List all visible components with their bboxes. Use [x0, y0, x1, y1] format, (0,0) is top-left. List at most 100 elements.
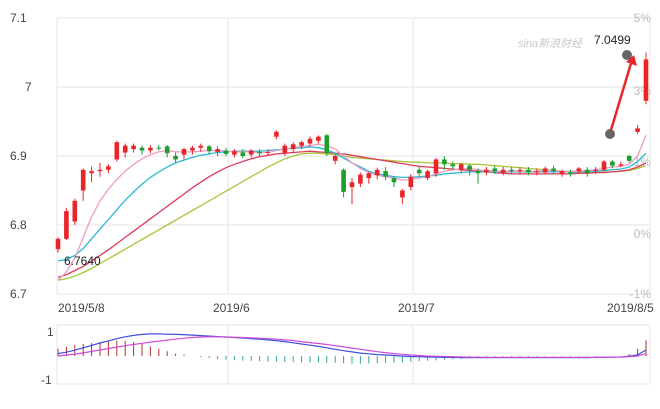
candle-body: [568, 172, 573, 174]
annotation-arrowhead: [626, 55, 637, 66]
candle-body: [122, 145, 128, 153]
candle-body: [400, 190, 405, 198]
x-tick-label: 2019/7: [398, 301, 435, 315]
candle-body: [173, 156, 178, 160]
candle-body: [324, 135, 330, 154]
y-tick-label: 6.7: [10, 287, 27, 301]
candle-body: [341, 169, 346, 192]
high-marker-dot: [622, 50, 632, 60]
candle-body: [89, 171, 94, 174]
candle-body: [526, 169, 531, 173]
moving-average-layer: [57, 135, 647, 281]
x-tick-label: 2019/6: [213, 301, 250, 315]
cursor-marker-dot: [605, 129, 615, 139]
candle-body: [248, 150, 254, 155]
candle-body: [475, 171, 481, 174]
candle-body: [534, 171, 540, 173]
candle-body: [618, 164, 624, 166]
candle-body: [55, 238, 61, 250]
candle-body: [97, 169, 103, 172]
candle-body: [484, 169, 489, 173]
candle-body: [232, 151, 237, 155]
y-tick-label: 7: [25, 80, 32, 94]
candle-body: [299, 142, 304, 146]
candle-body: [366, 173, 372, 179]
dif-line: [57, 333, 647, 359]
candle-body: [131, 145, 136, 150]
candle-body: [584, 169, 590, 174]
y-tick-label: 6.9: [10, 149, 27, 163]
sub-grid: [56, 324, 651, 385]
candle-body: [156, 147, 162, 149]
candle-body: [433, 159, 439, 174]
candle-body: [290, 144, 296, 150]
pct-tick-label: 3%: [634, 84, 652, 98]
candle-body: [610, 161, 615, 166]
candle-body: [442, 159, 447, 165]
candle-body: [206, 146, 212, 152]
sub-tick-label: 1: [47, 325, 54, 339]
candle-body: [349, 182, 355, 188]
ma5-line: [57, 135, 647, 281]
candlestick-layer: [55, 52, 649, 253]
candle-body: [80, 169, 86, 191]
pct-tick-label: 1%: [634, 155, 652, 169]
ma20-line: [57, 150, 647, 279]
pct-tick-label: 5%: [634, 11, 652, 25]
annotation-arrow: [609, 59, 634, 131]
candle-body: [240, 152, 246, 156]
candle-body: [593, 169, 598, 172]
candle-body: [64, 211, 69, 239]
y-tick-label: 6.8: [10, 218, 27, 232]
sub-tick-label: -1: [41, 373, 52, 387]
candle-body: [601, 161, 607, 170]
candle-body: [114, 142, 120, 160]
candle-body: [492, 168, 498, 172]
candle-body: [358, 174, 363, 184]
candle-body: [517, 169, 523, 172]
candle-body: [223, 150, 229, 154]
candle-body: [374, 169, 380, 176]
candle-body: [307, 138, 313, 144]
candle-body: [274, 131, 279, 137]
candle-body: [626, 156, 632, 161]
candle-body: [408, 176, 414, 188]
candle-body: [383, 171, 388, 177]
candle-body: [576, 168, 582, 172]
candle-body: [551, 168, 556, 172]
candle-body: [391, 178, 397, 183]
watermark: sina新浪财经: [518, 37, 583, 50]
candle-body: [425, 171, 430, 179]
x-tick-label: 2019/5/8: [58, 301, 105, 315]
pct-tick-label: -1%: [630, 287, 652, 301]
candle-body: [559, 171, 565, 174]
macd-layer: [57, 333, 647, 364]
candle-body: [106, 166, 111, 170]
dea-line: [57, 336, 647, 358]
candle-body: [635, 128, 640, 132]
pct-tick-label: 0%: [634, 227, 652, 241]
low-price-annotation: 6.7640: [64, 254, 101, 268]
candle-body: [467, 165, 472, 170]
candle-body: [643, 59, 649, 101]
candle-body: [257, 151, 262, 154]
candle-body: [542, 168, 548, 173]
candle-body: [139, 147, 145, 151]
candle-body: [416, 169, 422, 174]
candle-body: [215, 149, 220, 152]
candle-body: [265, 151, 271, 153]
candle-body: [181, 149, 187, 155]
candle-body: [282, 145, 288, 153]
candle-body: [458, 164, 464, 170]
high-price-annotation: 7.0499: [594, 33, 631, 47]
candle-body: [72, 200, 78, 222]
x-tick-label: 2019/8/5: [607, 301, 654, 315]
y-tick-label: 7.1: [10, 11, 27, 25]
candle-body: [190, 147, 195, 151]
candle-body: [148, 147, 153, 151]
candle-body: [332, 156, 338, 161]
candle-body: [500, 169, 506, 173]
candle-body: [164, 146, 170, 154]
candle-body: [450, 164, 456, 167]
